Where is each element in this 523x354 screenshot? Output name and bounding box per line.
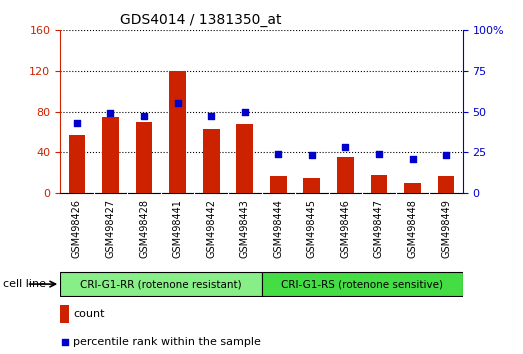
Bar [270, 176, 287, 193]
Bar [69, 135, 85, 193]
Text: GSM498444: GSM498444 [274, 199, 283, 258]
Text: GDS4014 / 1381350_at: GDS4014 / 1381350_at [120, 12, 282, 27]
Point [308, 153, 316, 158]
Text: GSM498427: GSM498427 [106, 199, 116, 258]
Point [408, 156, 417, 161]
Bar [135, 122, 152, 193]
Text: CRI-G1-RR (rotenone resistant): CRI-G1-RR (rotenone resistant) [80, 279, 242, 289]
Point [442, 153, 450, 158]
Bar [102, 116, 119, 193]
Bar [404, 183, 421, 193]
Point [375, 151, 383, 157]
Text: GSM498449: GSM498449 [441, 199, 451, 258]
Text: cell line: cell line [3, 279, 46, 289]
Point [106, 110, 115, 116]
Bar [203, 129, 220, 193]
Bar [337, 157, 354, 193]
Bar [262, 272, 463, 296]
Bar [236, 124, 253, 193]
Text: GSM498446: GSM498446 [340, 199, 350, 258]
Text: GSM498447: GSM498447 [374, 199, 384, 258]
Point [341, 144, 349, 150]
Text: GSM498441: GSM498441 [173, 199, 183, 258]
Text: GSM498428: GSM498428 [139, 199, 149, 258]
Bar [303, 178, 320, 193]
Bar [60, 272, 262, 296]
Bar [169, 71, 186, 193]
Bar [371, 175, 388, 193]
Point [60, 339, 69, 344]
Point [274, 151, 282, 157]
Point [174, 101, 182, 106]
Text: GSM498426: GSM498426 [72, 199, 82, 258]
Bar [60, 305, 69, 323]
Text: CRI-G1-RS (rotenone sensitive): CRI-G1-RS (rotenone sensitive) [281, 279, 443, 289]
Bar [438, 176, 454, 193]
Point [207, 114, 215, 119]
Text: GSM498442: GSM498442 [206, 199, 216, 258]
Text: GSM498448: GSM498448 [407, 199, 417, 258]
Point [241, 109, 249, 114]
Point [140, 114, 148, 119]
Text: count: count [73, 309, 105, 319]
Point [73, 120, 81, 126]
Text: GSM498445: GSM498445 [307, 199, 317, 258]
Text: GSM498443: GSM498443 [240, 199, 249, 258]
Text: percentile rank within the sample: percentile rank within the sample [73, 337, 261, 347]
